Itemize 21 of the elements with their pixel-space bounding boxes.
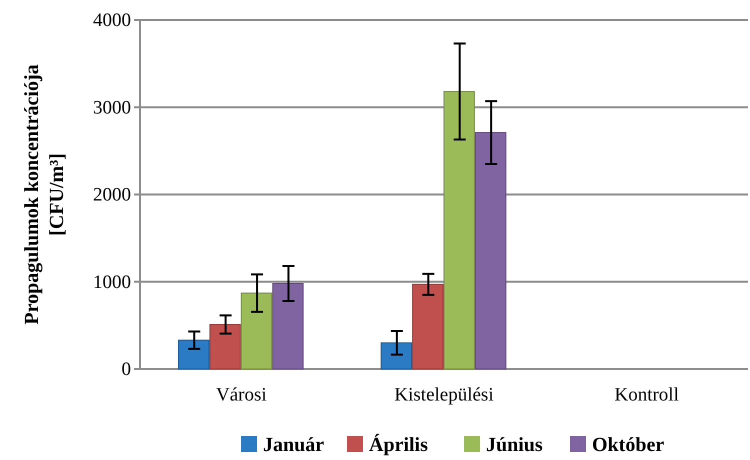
legend-label: Június (486, 434, 543, 456)
bar (412, 284, 444, 370)
bar (444, 91, 475, 370)
bar (272, 282, 304, 370)
bar (380, 342, 412, 370)
bar (240, 292, 272, 370)
y-tick-label: 2000 (93, 184, 131, 206)
x-tick-label: Kontroll (614, 384, 679, 406)
y-tick-label: 4000 (93, 10, 131, 32)
bar (178, 340, 210, 370)
bar (474, 132, 506, 370)
legend-label: Április (369, 433, 428, 456)
bar (209, 324, 241, 370)
y-tick-label: 3000 (93, 97, 131, 118)
legend-label: Október (592, 434, 664, 456)
y-tick-label: 0 (122, 359, 131, 380)
legend-label: Január (263, 434, 324, 456)
x-tick-label: Kistelepülési (394, 384, 494, 406)
x-tick-label: Városi (216, 384, 267, 406)
y-tick-label: 1000 (93, 272, 131, 293)
y-axis-title: Propagulumok koncentrációja [CFU/m³] (21, 64, 68, 325)
